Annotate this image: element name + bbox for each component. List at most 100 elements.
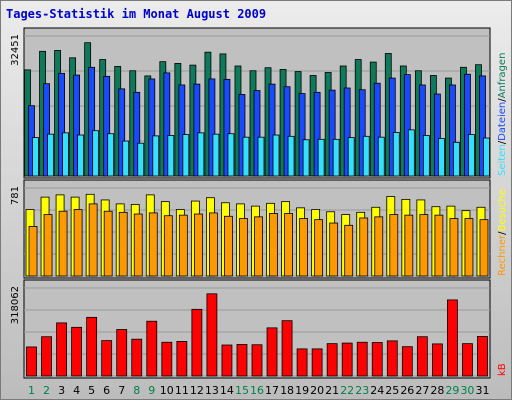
bar-kb-day-12 xyxy=(191,308,203,377)
bar-dateien-day-4 xyxy=(73,74,81,177)
bar-rechner-day-19 xyxy=(299,218,308,277)
bar-kb-day-18 xyxy=(281,320,293,377)
bar-dateien-day-25 xyxy=(388,77,396,177)
day-label-26: 26 xyxy=(400,384,414,397)
day-label-21: 21 xyxy=(325,384,339,397)
bar-dateien-day-22 xyxy=(343,87,351,177)
bar-dateien-day-10 xyxy=(163,72,171,177)
day-label-8: 8 xyxy=(133,384,140,397)
bar-kb-day-8 xyxy=(131,338,143,377)
day-label-1: 1 xyxy=(28,384,35,397)
bar-seiten-day-3 xyxy=(62,132,69,177)
bar-seiten-day-23 xyxy=(362,135,370,177)
bar-seiten-day-19 xyxy=(302,139,310,177)
bar-seiten-day-22 xyxy=(347,137,355,177)
bar-dateien-day-20 xyxy=(313,91,321,177)
bar-seiten-day-18 xyxy=(287,135,295,177)
panel-top: 32451 xyxy=(10,27,491,179)
bar-kb-day-16 xyxy=(251,344,263,377)
bar-rechner-day-20 xyxy=(314,219,324,277)
day-label-10: 10 xyxy=(160,384,174,397)
bar-rechner-day-9 xyxy=(148,212,158,277)
legend-rechner: Rechner xyxy=(497,234,508,276)
bar-seiten-day-8 xyxy=(137,142,145,177)
bar-seiten-day-27 xyxy=(422,135,430,177)
bar-rechner-day-2 xyxy=(43,214,53,277)
bar-kb-day-14 xyxy=(221,344,233,377)
bar-dateien-day-18 xyxy=(283,86,291,177)
bar-dateien-day-6 xyxy=(103,75,111,177)
day-label-11: 11 xyxy=(175,384,189,397)
bar-kb-day-1 xyxy=(26,346,37,377)
day-label-22: 22 xyxy=(340,384,354,397)
bar-rechner-day-16 xyxy=(254,216,263,277)
bar-kb-day-2 xyxy=(41,336,52,377)
bar-kb-day-26 xyxy=(401,346,413,377)
panel-top-ymax-label: 32451 xyxy=(10,34,21,66)
day-label-23: 23 xyxy=(355,384,369,397)
bar-seiten-day-6 xyxy=(107,133,115,177)
bar-seiten-day-17 xyxy=(272,134,280,177)
day-label-16: 16 xyxy=(250,384,264,397)
bar-rechner-day-29 xyxy=(449,218,459,277)
bar-rechner-day-23 xyxy=(359,217,369,277)
bar-seiten-day-1 xyxy=(32,137,39,177)
day-label-6: 6 xyxy=(103,384,110,397)
bar-rechner-day-26 xyxy=(404,214,414,277)
bar-seiten-day-26 xyxy=(407,129,415,177)
bar-kb-day-22 xyxy=(341,342,353,377)
chart-title: Tages-Statistik im Monat August 2009 xyxy=(6,7,266,21)
bar-seiten-day-30 xyxy=(468,134,475,177)
x-axis-day-labels: 1 2 3 4 5 6 7 8 9 10 11 12 13 14 15 16 17 18 19 20 21 22 23 24 2… xyxy=(28,384,489,397)
day-label-20: 20 xyxy=(310,384,324,397)
legend-besuche: Besuche xyxy=(497,189,508,232)
bar-dateien-day-26 xyxy=(403,74,411,177)
bar-rechner-day-3 xyxy=(58,210,68,277)
bar-kb-day-13 xyxy=(206,293,218,377)
bar-rechner-day-18 xyxy=(284,213,293,277)
day-label-13: 13 xyxy=(205,384,219,397)
legend-bottom: kB xyxy=(497,363,508,376)
bar-dateien-day-19 xyxy=(298,93,306,177)
legend-top: Seiten/Dateien/Anfragen xyxy=(497,53,508,176)
day-label-12: 12 xyxy=(190,384,204,397)
bar-rechner-day-5 xyxy=(88,203,98,277)
bar-seiten-day-2 xyxy=(47,133,54,177)
bar-kb-day-7 xyxy=(116,329,128,377)
bar-dateien-day-28 xyxy=(433,93,441,177)
bar-rechner-day-8 xyxy=(133,213,143,277)
bar-dateien-day-16 xyxy=(253,90,261,177)
day-label-7: 7 xyxy=(118,384,125,397)
bar-seiten-day-11 xyxy=(182,134,190,177)
bar-dateien-day-24 xyxy=(373,82,381,177)
bar-kb-day-21 xyxy=(326,343,338,377)
bar-dateien-day-27 xyxy=(418,84,426,177)
bar-dateien-day-7 xyxy=(118,88,126,177)
day-label-4: 4 xyxy=(73,384,80,397)
bar-rechner-day-15 xyxy=(239,218,248,277)
bar-seiten-day-24 xyxy=(377,136,385,177)
day-label-3: 3 xyxy=(58,384,65,397)
bar-rechner-day-14 xyxy=(224,215,233,277)
day-label-30: 30 xyxy=(460,384,474,397)
legend-seiten: Seiten xyxy=(497,144,508,176)
bar-dateien-day-11 xyxy=(178,84,186,177)
day-label-5: 5 xyxy=(88,384,95,397)
bar-kb-day-30 xyxy=(462,343,473,377)
bar-kb-day-11 xyxy=(176,341,188,377)
bar-kb-day-19 xyxy=(296,348,308,377)
bar-rechner-day-31 xyxy=(479,219,489,277)
bar-seiten-day-4 xyxy=(77,134,85,177)
bar-seiten-day-28 xyxy=(437,138,445,177)
bar-rechner-day-17 xyxy=(269,213,278,277)
bar-kb-day-25 xyxy=(386,340,398,377)
day-label-18: 18 xyxy=(280,384,294,397)
bar-dateien-day-9 xyxy=(148,78,156,177)
bar-seiten-day-9 xyxy=(152,135,160,177)
bar-dateien-day-8 xyxy=(133,91,141,177)
bar-kb-day-15 xyxy=(236,344,248,377)
panel-bottom: 318062 xyxy=(10,279,491,379)
bar-dateien-day-15 xyxy=(238,94,246,177)
panel-bottom-ymax-label: 318062 xyxy=(10,286,21,324)
